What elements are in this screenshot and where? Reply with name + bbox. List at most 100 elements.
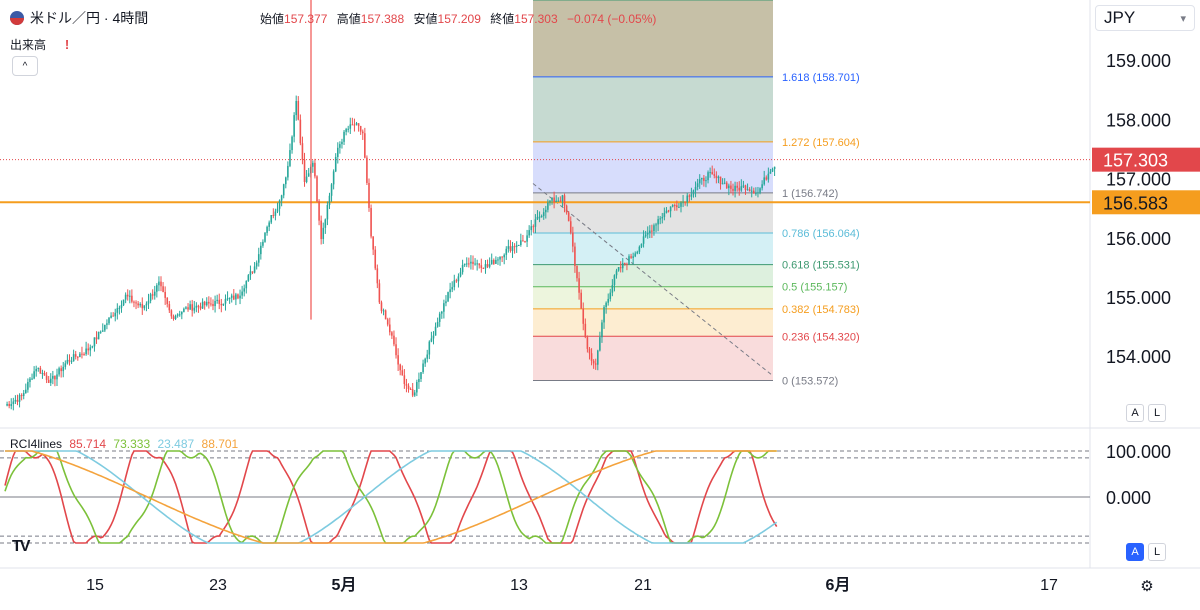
candle-body <box>166 297 169 305</box>
candle-body <box>314 162 316 177</box>
candle-body <box>511 246 514 251</box>
collapse-button[interactable]: ^ <box>12 56 38 76</box>
fib-zone <box>533 286 773 309</box>
candle-body <box>680 202 682 207</box>
price-tick-label: 154.000 <box>1106 347 1171 367</box>
candle-body <box>193 307 196 311</box>
candle-body <box>380 302 383 311</box>
candle-body <box>260 245 262 255</box>
candle-body <box>216 299 218 301</box>
candle-body <box>237 294 239 299</box>
candle-body <box>678 206 680 208</box>
candle-body <box>461 265 464 273</box>
rci-auto-button[interactable]: A <box>1126 543 1144 561</box>
candle-body <box>669 206 672 212</box>
candle-body <box>131 295 133 302</box>
candle-body <box>235 294 237 300</box>
candle-body <box>101 330 104 332</box>
candle-body <box>526 235 528 242</box>
candle-body <box>41 372 44 374</box>
candle-body <box>347 128 349 130</box>
candle-body <box>364 133 366 158</box>
candle-body <box>110 315 112 318</box>
candle-body <box>118 307 121 309</box>
candle-body <box>93 337 96 347</box>
fib-zone <box>533 336 773 381</box>
candle-body <box>272 215 275 217</box>
candle-body <box>451 287 453 290</box>
candle-body <box>337 147 339 157</box>
candle-body <box>636 251 639 254</box>
ohlc-readout: 始値157.377 高値157.388 安値157.209 終値157.303 … <box>260 12 657 26</box>
rci-log-button[interactable]: L <box>1148 543 1166 561</box>
fib-level-label: 1.618 (158.701) <box>782 72 860 84</box>
candle-body <box>95 337 98 340</box>
rci-value-2: 73.333 <box>113 437 151 451</box>
tradingview-logo-icon[interactable]: TV <box>12 538 31 555</box>
price-log-button[interactable]: L <box>1148 404 1166 422</box>
candle-body <box>253 266 256 273</box>
candle-body <box>89 347 92 351</box>
candle-body <box>330 184 333 196</box>
candle-body <box>559 200 562 202</box>
candle-body <box>613 275 616 286</box>
last-price-tag <box>1092 147 1200 172</box>
candle-body <box>472 261 474 265</box>
candle-body <box>736 185 738 188</box>
candle-body <box>480 265 483 268</box>
candle-body <box>719 176 722 184</box>
currency-select[interactable]: JPY ▾ <box>1095 5 1195 31</box>
candle-body <box>490 260 493 265</box>
candle-body <box>133 301 135 303</box>
candle-body <box>725 182 728 189</box>
alert-icon[interactable]: ! <box>64 36 70 52</box>
candle-body <box>81 353 83 355</box>
candle-body <box>755 193 757 195</box>
candle-body <box>29 378 31 382</box>
fib-zone <box>533 308 773 337</box>
candle-body <box>370 207 372 237</box>
candle-body <box>488 264 491 267</box>
candle-body <box>761 184 763 189</box>
candle-body <box>357 123 360 127</box>
candle-body <box>703 177 705 181</box>
candle-body <box>557 200 560 202</box>
hline-price-tag <box>1092 190 1200 215</box>
candle-body <box>307 173 310 177</box>
price-auto-button[interactable]: A <box>1126 404 1144 422</box>
candle-body <box>129 295 131 297</box>
symbol-header[interactable]: 米ドル／円 · 4時間 <box>10 8 148 28</box>
gear-icon[interactable]: ⚙ <box>1140 578 1154 595</box>
rci-axis-label: 0.000 <box>1106 488 1151 508</box>
candle-body <box>588 348 591 354</box>
currency-value: JPY <box>1104 8 1136 27</box>
candle-body <box>771 169 774 172</box>
candle-body <box>753 190 755 194</box>
candle-body <box>322 227 325 240</box>
indicator-legend[interactable]: RCI4lines 85.714 73.333 23.487 88.701 <box>10 437 242 451</box>
candle-body <box>60 368 62 372</box>
candle-body <box>738 187 741 191</box>
candle-body <box>459 272 462 277</box>
candle-body <box>644 234 647 237</box>
candle-body <box>212 303 214 307</box>
candle-body <box>447 292 449 302</box>
candle-body <box>33 371 35 379</box>
change-value: −0.074 (−0.05%) <box>567 12 657 26</box>
candle-body <box>243 288 245 292</box>
candle-body <box>172 316 175 319</box>
candle-body <box>565 205 568 213</box>
candle-body <box>501 256 503 258</box>
candle-body <box>87 348 89 351</box>
time-tick-label: 21 <box>634 577 652 594</box>
candle-body <box>214 300 216 307</box>
candle-body <box>197 305 200 307</box>
volume-legend: 出来高 ! <box>10 35 76 53</box>
candle-body <box>563 195 566 206</box>
price-tick-label: 155.000 <box>1106 288 1171 308</box>
candle-body <box>183 308 185 312</box>
candle-body <box>522 240 524 242</box>
candle-body <box>18 395 21 402</box>
candle-body <box>295 100 297 116</box>
